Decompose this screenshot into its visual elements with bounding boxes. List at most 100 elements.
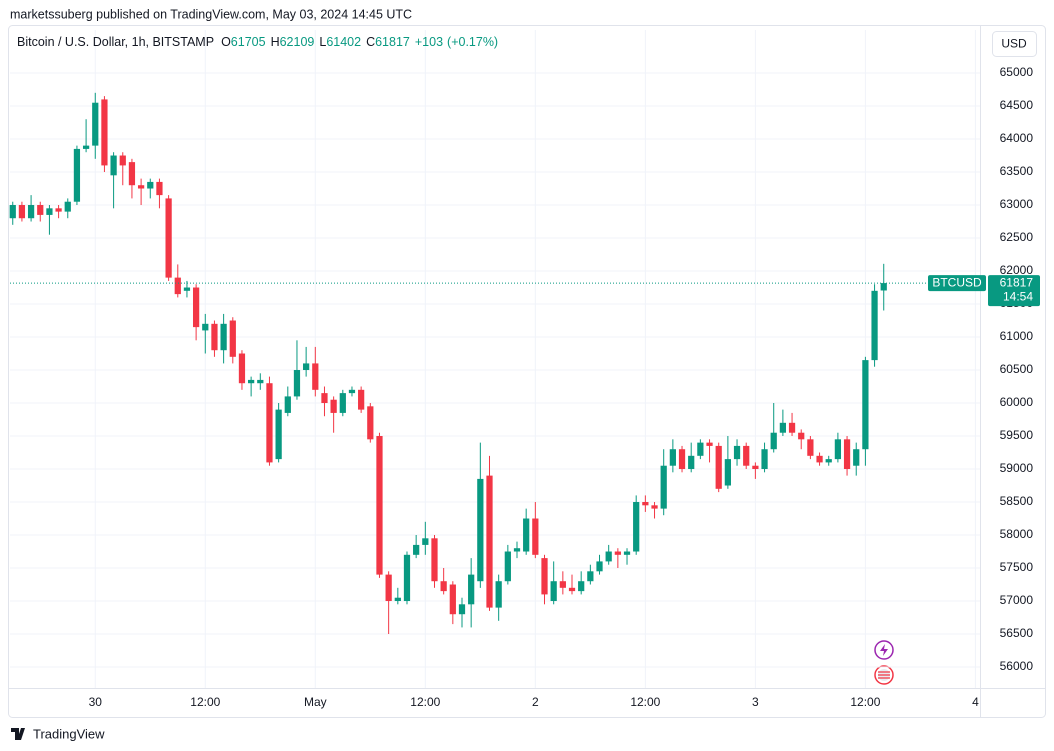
- candle-body: [211, 323, 218, 351]
- candle-body: [266, 383, 273, 463]
- candle-body: [688, 455, 695, 470]
- currency-button[interactable]: [992, 31, 1037, 57]
- candle-body: [284, 396, 291, 413]
- legend-key: O: [221, 35, 231, 49]
- currency[interactable]: USD: [1001, 37, 1027, 51]
- legend-value: 61402: [326, 35, 361, 49]
- candle-body: [312, 363, 319, 390]
- candle-body: [330, 399, 337, 413]
- candle-body: [816, 455, 823, 463]
- candle-body: [275, 409, 282, 460]
- grid: [10, 30, 980, 688]
- y-tick-label: 56000: [1000, 659, 1034, 673]
- candle-body: [623, 551, 631, 555]
- candle-body: [147, 181, 154, 189]
- legend-change: +103: [415, 35, 443, 49]
- candle-body: [376, 436, 383, 575]
- candle-body: [55, 208, 62, 212]
- y-tick-label: 62000: [1000, 263, 1034, 277]
- candle-body: [513, 548, 521, 552]
- candle-body: [394, 597, 401, 602]
- candle-body: [321, 393, 328, 404]
- legend-change-pct: (+0.17%): [447, 35, 498, 49]
- candle-body: [825, 459, 832, 463]
- logo: [11, 728, 25, 740]
- y-tick-label: 58000: [1000, 527, 1034, 541]
- y-tick-label: 59500: [1000, 428, 1034, 442]
- y-tick-label: 63000: [1000, 197, 1034, 211]
- legend-title: Bitcoin / U.S. Dollar, 1h, BITSTAMP: [17, 35, 214, 49]
- symbol-label: BTCUSD: [932, 275, 982, 289]
- candle-body: [761, 449, 768, 470]
- candle-body: [431, 538, 438, 582]
- legend-key: C: [366, 35, 375, 49]
- lightning: [880, 644, 888, 656]
- candles: [9, 92, 887, 635]
- candle-body: [64, 201, 71, 212]
- candle-body: [303, 363, 310, 371]
- candle-body: [660, 465, 667, 509]
- candle-body: [477, 478, 484, 582]
- candle-body: [46, 208, 53, 215]
- candle-body: [92, 102, 99, 146]
- candle-body: [678, 449, 686, 470]
- candle-body: [706, 442, 713, 446]
- candle-body: [568, 587, 576, 592]
- candle-body: [238, 353, 246, 384]
- candle-body: [752, 465, 759, 470]
- legend-key: H: [271, 35, 280, 49]
- candle-body: [440, 581, 447, 592]
- candle-body: [798, 432, 805, 440]
- candle-body: [779, 422, 786, 433]
- header: marketssuberg published on TradingView.c…: [10, 7, 412, 21]
- y-tick-label: 64000: [1000, 131, 1034, 145]
- candle-body: [614, 551, 621, 555]
- candle-body: [422, 538, 429, 545]
- y-tick-label: 60000: [1000, 395, 1034, 409]
- candle-body: [871, 290, 878, 361]
- candle-body: [807, 439, 814, 456]
- candle-body: [669, 449, 676, 466]
- candle-body: [633, 502, 640, 552]
- candle-body: [449, 584, 456, 615]
- candle-body: [651, 505, 658, 509]
- candle-body: [724, 459, 731, 486]
- x-tick-label: May: [304, 695, 327, 709]
- legend-value: 62109: [280, 35, 315, 49]
- candle-body: [367, 406, 374, 440]
- candle-body: [156, 181, 163, 196]
- x-tick-label: 3: [752, 695, 759, 709]
- legend-value: 61705: [231, 35, 266, 49]
- candle-body: [358, 389, 365, 410]
- countdown: 14:54: [1003, 289, 1033, 303]
- candle-body: [82, 145, 90, 149]
- symbol-label-bg: [928, 275, 986, 292]
- y-tick-label: 57500: [1000, 560, 1034, 574]
- candle-body: [495, 581, 502, 608]
- candle-body: [137, 185, 145, 189]
- candle-body: [605, 551, 612, 562]
- candle-body: [642, 502, 649, 506]
- x-tick-label: 30: [89, 695, 103, 709]
- candle-body: [559, 581, 566, 588]
- y-tick-label: 60500: [1000, 362, 1034, 376]
- brand: TradingView: [11, 726, 105, 741]
- candle-body: [596, 561, 603, 572]
- candle-body: [9, 205, 16, 219]
- candle-body: [248, 379, 255, 384]
- candle-body: [174, 277, 181, 295]
- y-tick-label: 64500: [1000, 98, 1034, 112]
- price-label: 61817: [1000, 275, 1034, 289]
- candle-body: [486, 475, 493, 608]
- candle-body: [458, 604, 466, 615]
- candle-body: [348, 389, 356, 394]
- flag-stripes: [878, 671, 890, 679]
- candle-body: [550, 581, 557, 602]
- candle-body: [413, 544, 420, 555]
- candle-body: [468, 574, 475, 605]
- candle-body: [73, 148, 81, 202]
- candle-body: [229, 320, 236, 357]
- candle-body: [403, 554, 411, 602]
